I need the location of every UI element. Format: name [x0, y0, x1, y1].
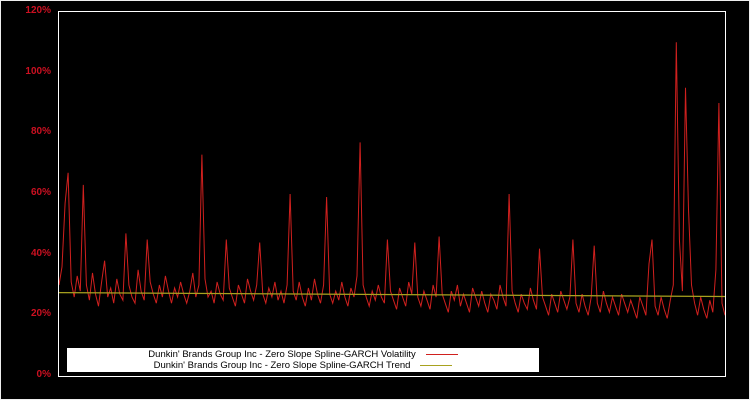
volatility-line	[59, 42, 725, 319]
y-tick-label: 40%	[30, 247, 51, 259]
y-tick-label: 20%	[30, 308, 51, 320]
y-tick-label: 80%	[30, 126, 51, 138]
trend-line	[59, 291, 725, 298]
y-tick-label: 120%	[25, 5, 51, 16]
legend-label-volatility: Dunkin' Brands Group Inc - Zero Slope Sp…	[148, 349, 416, 360]
plot-svg	[59, 42, 725, 319]
y-tick-label: 100%	[25, 65, 51, 77]
legend: Dunkin' Brands Group Inc - Zero Slope Sp…	[67, 348, 539, 372]
legend-swatch	[420, 365, 453, 366]
y-tick-label: 0%	[36, 369, 51, 380]
y-axis: 0% 20% 40% 60% 80% 100% 120%	[1, 1, 55, 399]
legend-swatch	[425, 354, 458, 355]
legend-row-trend: Dunkin' Brands Group Inc - Zero Slope Sp…	[71, 360, 535, 371]
legend-label-trend: Dunkin' Brands Group Inc - Zero Slope Sp…	[153, 360, 411, 371]
plot-area: Dunkin' Brands Group Inc - Zero Slope Sp…	[58, 11, 726, 377]
legend-row-volatility: Dunkin' Brands Group Inc - Zero Slope Sp…	[71, 349, 535, 360]
y-tick-label: 60%	[30, 187, 51, 198]
